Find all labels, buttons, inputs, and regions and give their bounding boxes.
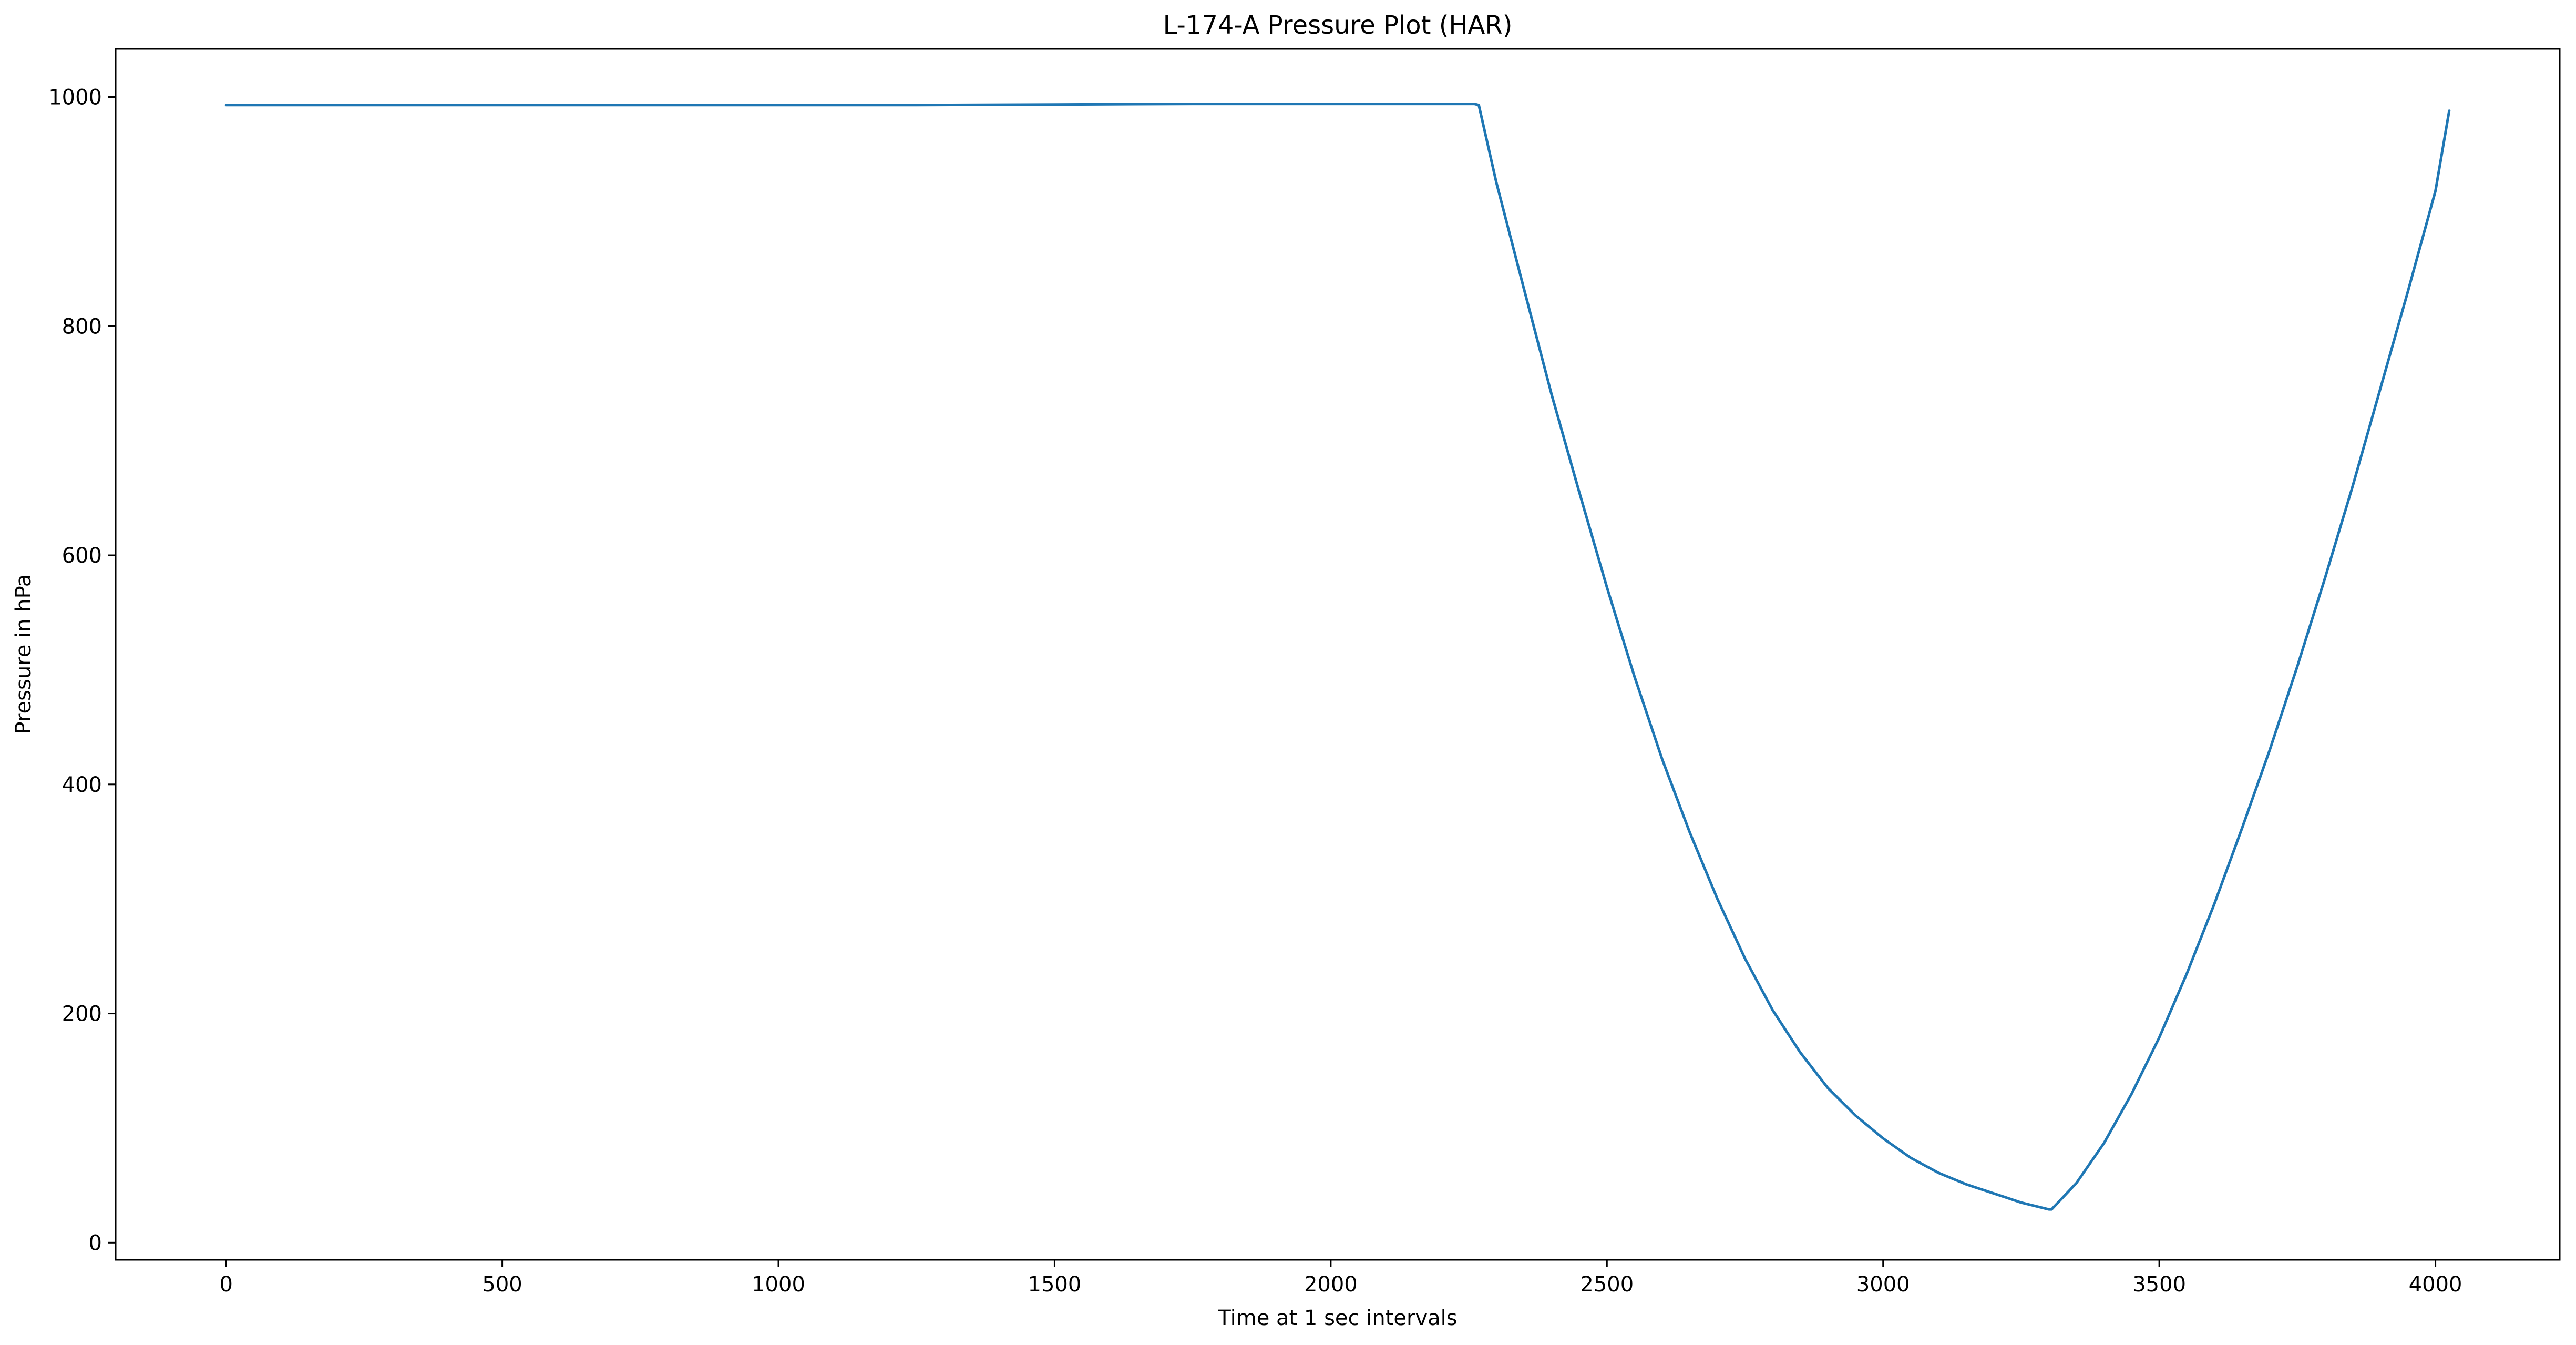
- x-tick-label: 500: [482, 1272, 522, 1297]
- y-tick-label: 1000: [48, 86, 102, 110]
- x-tick-label: 3500: [2132, 1272, 2186, 1297]
- x-tick-label: 0: [219, 1272, 232, 1297]
- x-axis-label: Time at 1 sec intervals: [1217, 1306, 1457, 1330]
- chart-title: L-174-A Pressure Plot (HAR): [1163, 11, 1513, 40]
- series-line: [224, 103, 2451, 1211]
- x-tick-label: 1500: [1028, 1272, 1082, 1297]
- x-tick-label: 1000: [752, 1272, 805, 1297]
- axes-frame: [115, 48, 2561, 1261]
- y-axis: 0 200 400 600 800 1000: [48, 86, 116, 1255]
- y-tick-label: 400: [62, 773, 102, 797]
- x-tick-label: 3000: [1856, 1272, 1910, 1297]
- y-tick-label: 200: [62, 1002, 102, 1026]
- x-tick-label: 2500: [1580, 1272, 1634, 1297]
- y-tick-label: 800: [62, 314, 102, 339]
- y-axis-label: Pressure in hPa: [12, 574, 36, 735]
- x-axis: 0 500 1000 1500 2000 2500 3000 3500 4000: [219, 1260, 2462, 1297]
- plot-area: [224, 103, 2451, 1211]
- x-tick-label: 2000: [1304, 1272, 1358, 1297]
- y-tick-label: 600: [62, 544, 102, 568]
- x-tick-label: 4000: [2409, 1272, 2462, 1297]
- y-tick-label: 0: [89, 1231, 102, 1255]
